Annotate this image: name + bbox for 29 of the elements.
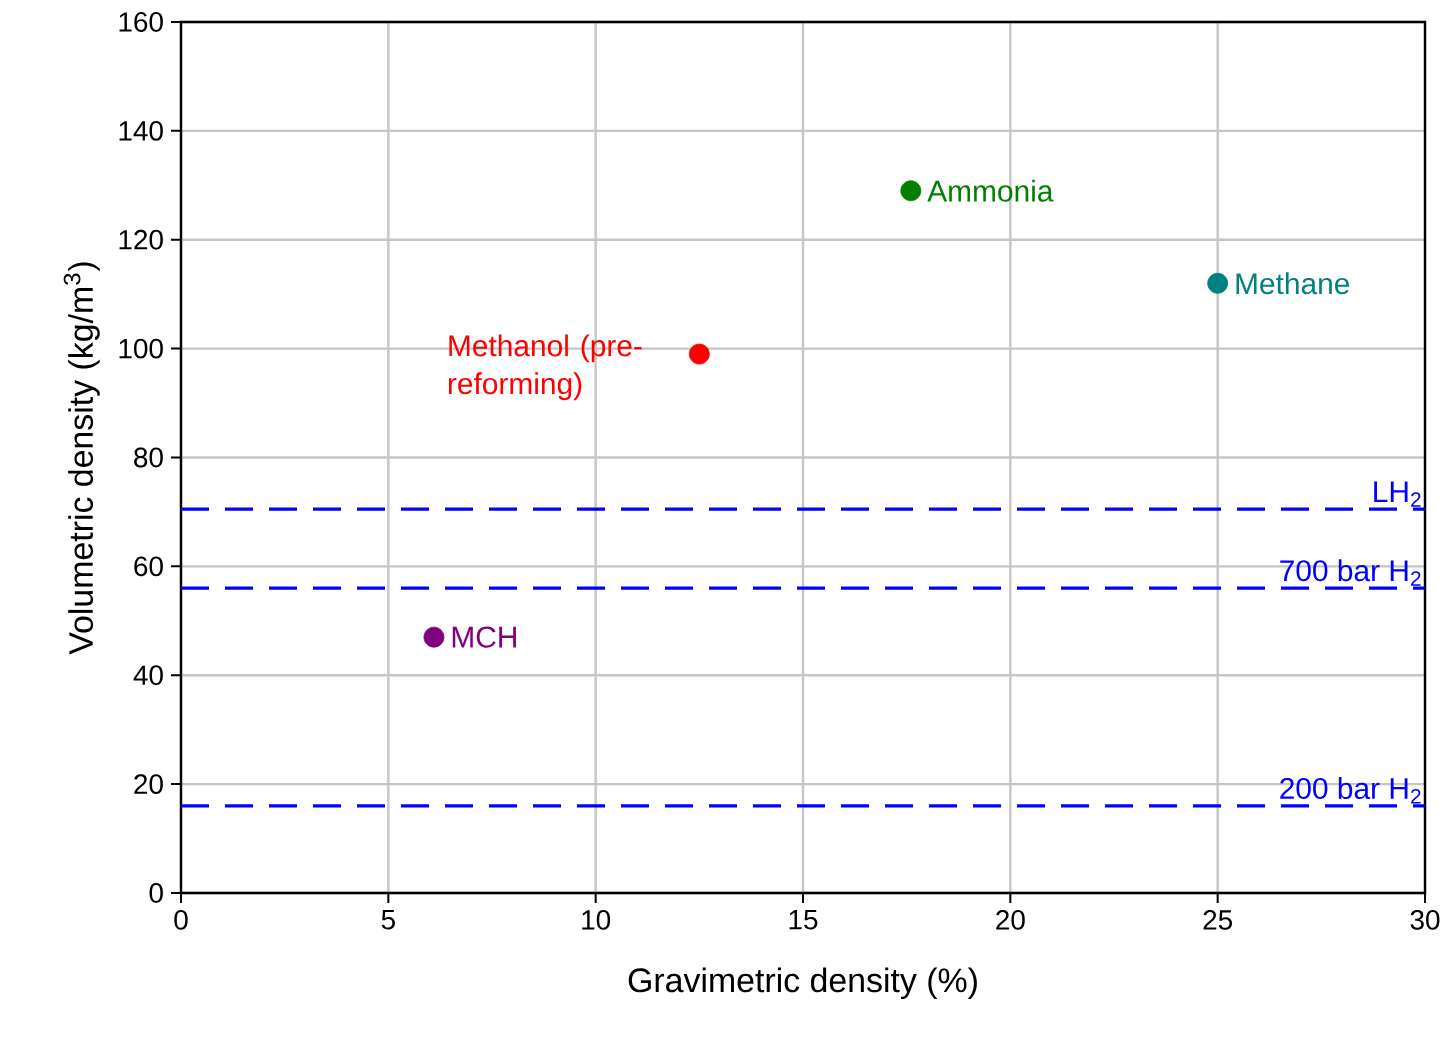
- x-tick-label: 30: [1410, 910, 1440, 930]
- point: [423, 626, 445, 648]
- x-tick-label: 15: [789, 910, 818, 930]
- series-label: Methane: [1236, 272, 1350, 295]
- y-tick-label: 20: [134, 774, 163, 795]
- x-tick-label: 25: [1203, 910, 1233, 930]
- y-tick-label: 40: [133, 665, 163, 686]
- x-tick-label: 10: [582, 910, 611, 930]
- x-tick-label: 20: [996, 910, 1025, 930]
- ref-line-label: LH$_{2}$: [1374, 481, 1421, 507]
- y-axis-title: Volumetric density (kg/m$^{3}$): [63, 262, 100, 655]
- point: [1207, 272, 1229, 294]
- x-tick-label: 0: [174, 910, 188, 930]
- series-label: MCH: [452, 626, 516, 648]
- y-tick-label: 0: [149, 883, 163, 903]
- series-label: Ammonia: [927, 179, 1054, 202]
- y-tick-label: 80: [134, 447, 163, 468]
- ref-line-label: 200 bar H$_{2}$: [1280, 777, 1421, 804]
- point: [900, 180, 922, 202]
- y-tick-label: 140: [119, 120, 163, 141]
- y-tick-label: 60: [134, 556, 163, 577]
- x-axis-title: Gravimetric density (%): [628, 967, 977, 1000]
- series-label: Methanol (pre-reforming): [448, 334, 642, 401]
- y-tick-label: 100: [119, 338, 163, 359]
- x-tick-label: 5: [381, 910, 395, 930]
- ref-line-label: 700 bar H$_{2}$: [1280, 559, 1421, 586]
- y-tick-label: 120: [119, 229, 163, 250]
- point: [688, 343, 710, 365]
- y-tick-label: 160: [119, 12, 163, 32]
